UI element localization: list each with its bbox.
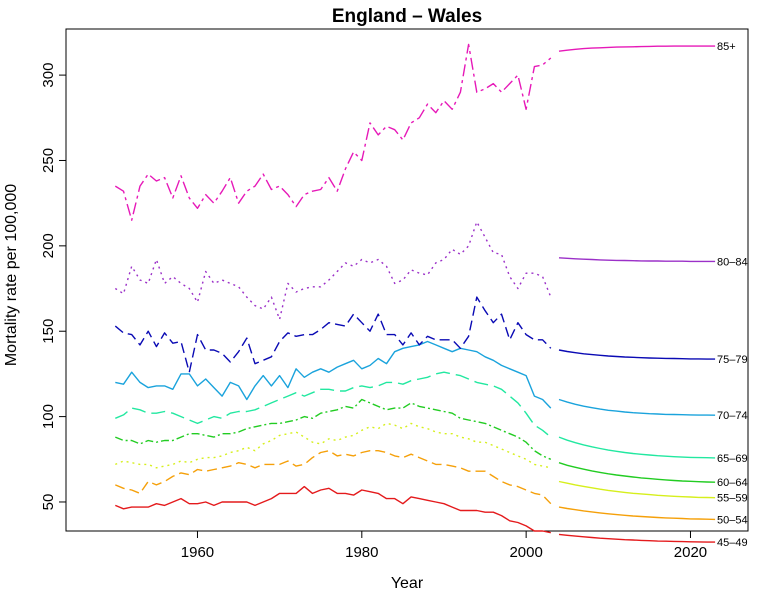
- series-label: 55–59: [717, 493, 748, 505]
- plot-frame: [65, 28, 749, 532]
- x-tick-label: 2020: [674, 544, 707, 561]
- series-observed-line: [115, 485, 551, 534]
- axes: 1960 1980 2000 2020 50 100 150 200 250 300: [40, 63, 707, 561]
- series-observed-line: [114, 43, 552, 221]
- series-observed-line: [115, 340, 552, 409]
- series-label: 85+: [717, 41, 736, 53]
- series-forecast-line: [558, 45, 716, 52]
- series-forecast-line: [558, 398, 716, 416]
- series-observed-line: [115, 398, 552, 460]
- x-tick-label: 1980: [345, 544, 378, 561]
- series-forecast-line: [558, 506, 716, 521]
- series-observed-line: [115, 450, 552, 505]
- series-label: 80–84: [717, 256, 748, 268]
- series-forecast-line: [558, 533, 716, 543]
- x-tick-label: 2000: [509, 544, 542, 561]
- series-forecast-line: [558, 480, 716, 499]
- series-lines: [114, 43, 716, 543]
- y-tick-label: 100: [40, 404, 57, 429]
- series-observed-line: [114, 296, 552, 373]
- y-tick-label: 150: [40, 319, 57, 344]
- chart-title: England – Wales: [332, 6, 482, 27]
- y-axis-label: Mortality rate per 100,000: [3, 184, 20, 366]
- series-label: 50–54: [717, 514, 748, 526]
- series-observed-line: [114, 221, 552, 320]
- series-label: 60–64: [717, 477, 748, 489]
- y-tick-label: 50: [40, 494, 57, 511]
- series-forecast-line: [558, 436, 716, 459]
- series-forecast-line: [558, 349, 716, 360]
- series-label: 65–69: [717, 453, 748, 465]
- series-observed-line: [115, 422, 551, 469]
- x-axis-label: Year: [391, 575, 424, 592]
- series-forecast-line: [558, 462, 716, 483]
- y-tick-label: 300: [40, 63, 57, 88]
- y-tick-label: 200: [40, 233, 57, 258]
- series-label: 70–74: [717, 410, 748, 422]
- series-label: 75–79: [717, 354, 748, 366]
- series-labels: 45–49 50–54 55–59 60–64 65–69 70–74 75–79 80–84…: [717, 41, 748, 549]
- y-tick-label: 250: [40, 148, 57, 173]
- x-tick-label: 1960: [181, 544, 214, 561]
- series-observed-line: [115, 371, 552, 438]
- series-forecast-line: [558, 257, 716, 263]
- series-label: 45–49: [717, 537, 748, 549]
